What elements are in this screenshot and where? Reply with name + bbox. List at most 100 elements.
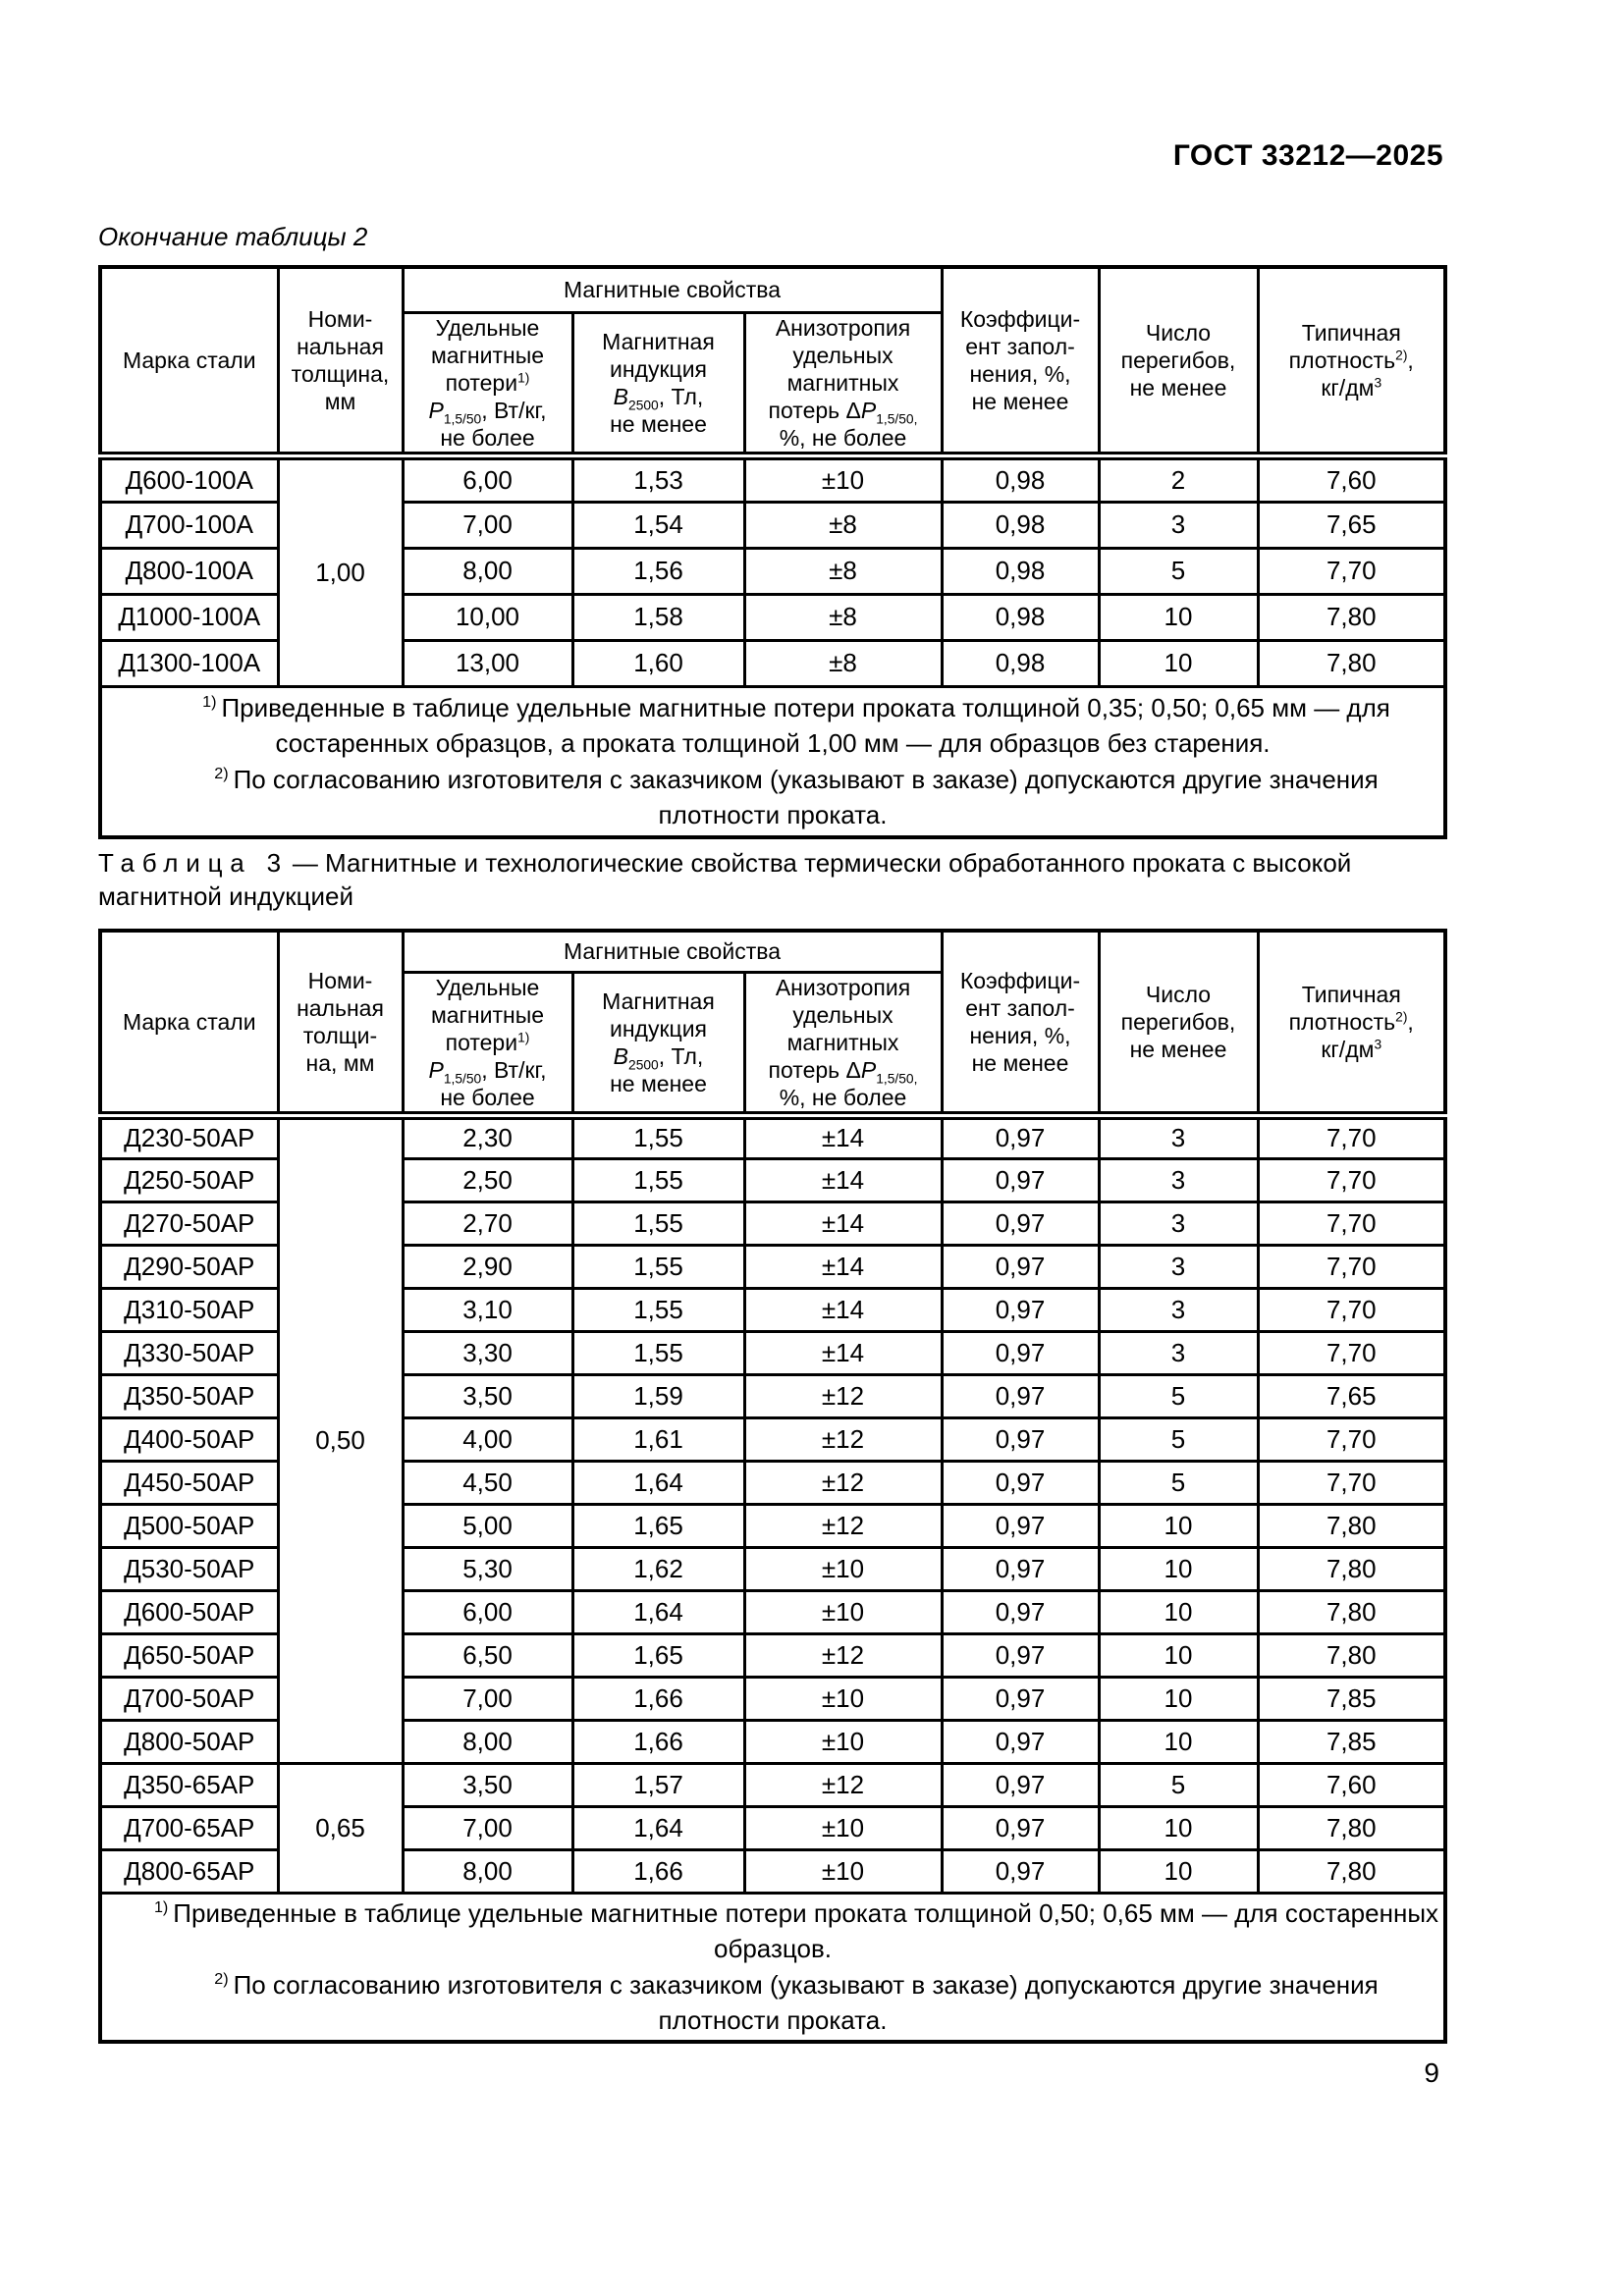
cell-marka: Д700-65АР [98,1804,280,1851]
cell-losses: 3,50 [401,1372,574,1419]
cell-anisotropy: ±12 [742,1372,944,1419]
footnote-text: Приведенные в таблице удельные магнитные… [221,692,1390,759]
cell-induction: 1,66 [570,1675,746,1722]
cell-induction: 1,56 [570,546,746,596]
table-row: Д350-50АР 3,50 1,59 ±12 0,97 5 7,65 [98,1372,1447,1419]
cell-losses: 6,00 [401,454,574,504]
cell-induction: 1,61 [570,1415,746,1463]
header-anisotropy: Анизотропия удельных магнитных потерь ΔP1,5… [742,310,944,460]
cell-fill: 0,97 [940,1329,1101,1376]
table-row: Д230-50АР 0,50 2,30 1,55 ±14 0,97 3 7,70 [98,1113,1447,1765]
cell-density: 7,80 [1256,638,1447,688]
table-2-continuation: Марка стали Номи-нальная толщина, мм Магни… [98,265,1447,839]
cell-density: 7,80 [1256,592,1447,642]
cell-density: 7,70 [1256,1113,1447,1160]
cell-bends: 3 [1097,1200,1260,1247]
cell-losses: 5,00 [401,1502,574,1549]
table3-footnotes-row: 1) Приведенные в таблице удельные магнитн… [98,1891,1447,2044]
cell-induction: 1,58 [570,592,746,642]
table-row: Д250-50АР 2,50 1,55 ±14 0,97 3 7,70 [98,1156,1447,1203]
table-row: Д450-50АР 4,50 1,64 ±12 0,97 5 7,70 [98,1459,1447,1506]
table3-header-row-2: Удельные магнитные потери1) P1,5/50, Вт/кг,… [100,970,1445,1120]
table-row: Д330-50АР 3,30 1,55 ±14 0,97 3 7,70 [98,1329,1447,1376]
cell-density: 7,80 [1256,1804,1447,1851]
cell-bends: 3 [1097,1113,1260,1160]
cell-density: 7,70 [1256,1329,1447,1376]
cell-losses: 8,00 [401,546,574,596]
footnote: 2) По согласованию изготовителя с заказчи… [106,1967,1439,2039]
cell-density: 7,85 [1256,1718,1447,1765]
document-number: ГОСТ 33212—2025 [1172,139,1443,172]
cell-marka: Д400-50АР [98,1415,280,1463]
cell-density: 7,60 [1256,454,1447,504]
cell-bends: 3 [1097,1329,1260,1376]
cell-marka: Д350-50АР [98,1372,280,1419]
cell-marka: Д250-50АР [98,1156,280,1203]
table-row: Д650-50АР 6,50 1,65 ±12 0,97 10 7,80 [98,1631,1447,1679]
table2-continuation-caption: Окончание таблицы 2 [98,222,368,251]
cell-losses: 6,50 [401,1631,574,1679]
table-row: Д310-50АР 3,10 1,55 ±14 0,97 3 7,70 [98,1286,1447,1333]
cell-losses: 2,90 [401,1243,574,1290]
table-row: Д290-50АР 2,90 1,55 ±14 0,97 3 7,70 [98,1243,1447,1290]
cell-induction: 1,55 [570,1156,746,1203]
cell-fill: 0,98 [940,592,1101,642]
cell-marka: Д700-100А [98,500,280,550]
cell-anisotropy: ±12 [742,1761,944,1808]
header-bends: Число перегибов, не менее [1097,929,1260,1120]
cell-bends: 3 [1097,1243,1260,1290]
cell-bends: 3 [1097,500,1260,550]
header-marka: Марка стали [98,929,280,1120]
cell-losses: 4,00 [401,1415,574,1463]
cell-bends: 5 [1097,1761,1260,1808]
cell-induction: 1,55 [570,1243,746,1290]
cell-anisotropy: ±10 [742,1545,944,1592]
cell-marka: Д350-65АР [98,1761,280,1808]
cell-anisotropy: ±12 [742,1415,944,1463]
cell-marka: Д800-65АР [98,1847,280,1895]
table-row: Д1000-100А 10,00 1,58 ±8 0,98 10 7,80 [98,592,1447,642]
table3-header: Марка стали Номи-нальная толщи-на, мм Маг… [98,929,1447,1120]
cell-induction: 1,65 [570,1631,746,1679]
cell-fill: 0,97 [940,1243,1101,1290]
cell-fill: 0,97 [940,1200,1101,1247]
header-fill-factor: Коэффици-ент запол-нения, %, не менее [940,929,1101,1120]
cell-fill: 0,97 [940,1156,1101,1203]
cell-marka: Д700-50АР [98,1675,280,1722]
cell-anisotropy: ±8 [742,592,944,642]
cell-losses: 2,70 [401,1200,574,1247]
footnote-text: По согласованию изготовителя с заказчико… [233,1969,1379,2036]
cell-induction: 1,57 [570,1761,746,1808]
cell-anisotropy: ±12 [742,1631,944,1679]
cell-induction: 1,66 [570,1847,746,1895]
cell-bends: 3 [1097,1286,1260,1333]
cell-thickness-group: 0,65 [276,1761,405,1895]
footnote-marker: 1) [153,1898,169,1917]
cell-induction: 1,55 [570,1113,746,1160]
cell-density: 7,80 [1256,1631,1447,1679]
cell-anisotropy: ±14 [742,1156,944,1203]
header-losses: Удельные магнитные потери1) P1,5/50, Вт/кг,… [401,310,574,460]
page-number: 9 [1424,2057,1439,2088]
table3-caption-text: — Магнитные и технологические свойства т… [98,848,1352,912]
footnote: 1) Приведенные в таблице удельные магнитн… [106,1896,1439,1967]
cell-losses: 2,30 [401,1113,574,1160]
cell-marka: Д1300-100А [98,638,280,688]
cell-density: 7,70 [1256,1156,1447,1203]
header-losses: Удельные магнитные потери1) P1,5/50, Вт/кг,… [401,970,574,1120]
table3-caption-label: Таблица 3 [98,848,289,878]
cell-losses: 8,00 [401,1718,574,1765]
cell-induction: 1,55 [570,1200,746,1247]
cell-anisotropy: ±10 [742,1804,944,1851]
cell-bends: 2 [1097,454,1260,504]
cell-fill: 0,97 [940,1415,1101,1463]
cell-bends: 10 [1097,1631,1260,1679]
cell-losses: 3,50 [401,1761,574,1808]
footnote-marker: 2) [214,765,229,783]
header-thickness: Номи-нальная толщина, мм [276,265,405,460]
table2-header: Марка стали Номи-нальная толщина, мм Магни… [98,265,1447,460]
footnote: 2) По согласованию изготовителя с заказчи… [106,762,1439,833]
cell-marka: Д270-50АР [98,1200,280,1247]
cell-induction: 1,64 [570,1804,746,1851]
